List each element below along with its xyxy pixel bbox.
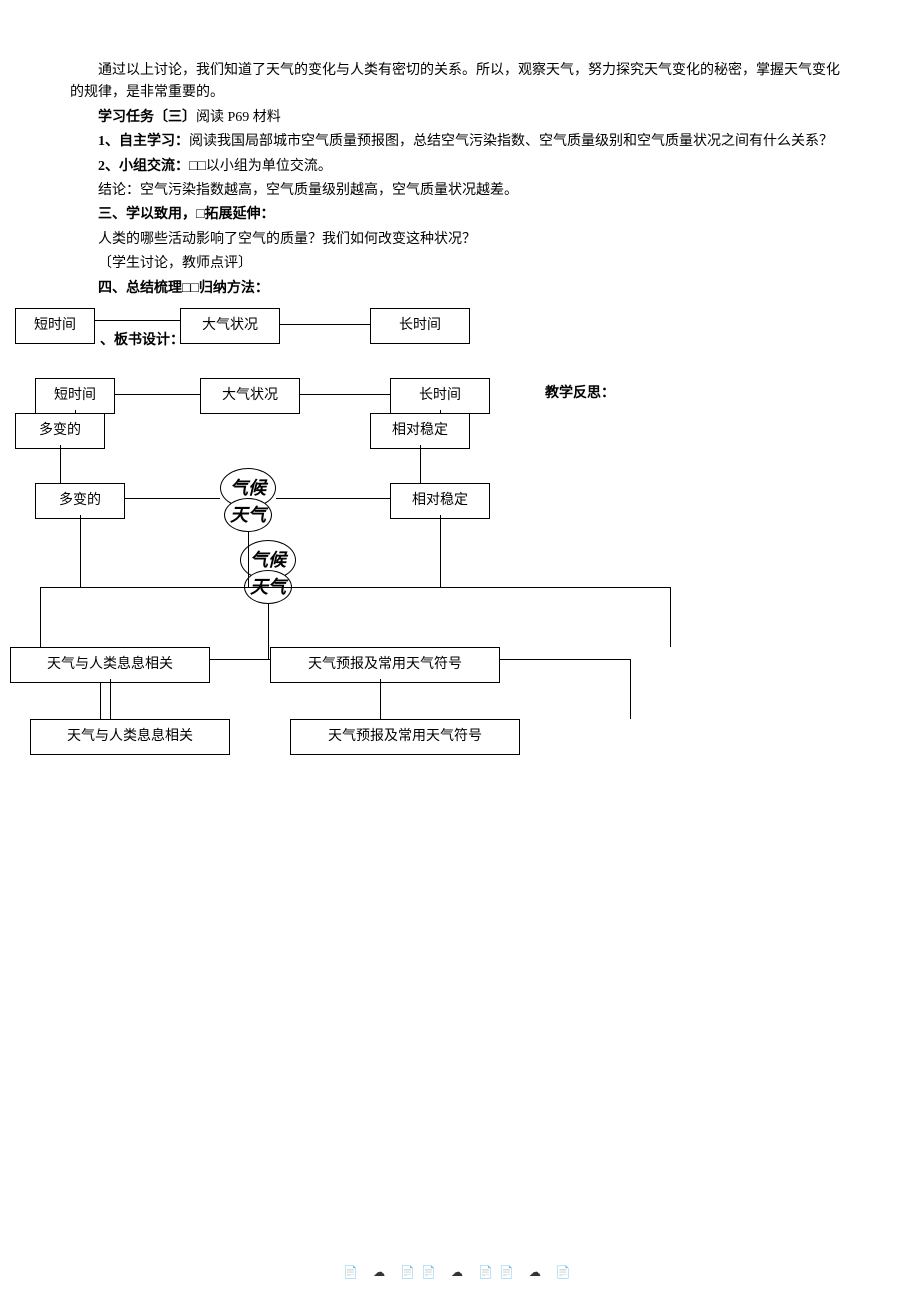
task3-line: 学习任务〔三〕阅读 P69 材料 bbox=[70, 107, 850, 129]
conclusion-line: 结论：空气污染指数越高，空气质量级别越高，空气质量状况越差。 bbox=[70, 180, 850, 202]
box-changeable-1: 多变的 bbox=[15, 413, 105, 449]
item2-label: 2、小组交流： bbox=[98, 159, 189, 174]
item1-text: 阅读我国局部城市空气质量预报图，总结空气污染指数、空气质量级别和空气质量状况之间… bbox=[189, 134, 833, 149]
board-design-label: 、板书设计： bbox=[100, 330, 184, 352]
section3-title: 三、学以致用，□拓展延伸： bbox=[70, 204, 850, 226]
task3-title: 学习任务〔三〕 bbox=[98, 110, 196, 125]
circle-weather-1: 天气 bbox=[224, 498, 272, 532]
section4-title: 四、总结梳理□□归纳方法： bbox=[70, 278, 850, 300]
task3-text: 阅读 P69 材料 bbox=[196, 110, 281, 125]
box-weather-forecast-1: 天气预报及常用天气符号 bbox=[270, 647, 500, 683]
item1-line: 1、自主学习：阅读我国局部城市空气质量预报图，总结空气污染指数、空气质量级别和空… bbox=[70, 131, 850, 153]
box-short-time-1: 短时间 bbox=[15, 308, 95, 344]
item2-line: 2、小组交流：□□以小组为单位交流。 bbox=[70, 156, 850, 178]
item1-label: 1、自主学习： bbox=[98, 134, 189, 149]
box-short-time-2: 短时间 bbox=[35, 378, 115, 414]
intro-paragraph: 通过以上讨论，我们知道了天气的变化与人类有密切的关系。所以，观察天气，努力探究天… bbox=[70, 60, 850, 105]
box-long-time-1: 长时间 bbox=[370, 308, 470, 344]
teaching-reflection-label: 教学反思： bbox=[545, 383, 615, 405]
question1: 人类的哪些活动影响了空气的质量？我们如何改变这种状况？ bbox=[70, 229, 850, 251]
box-changeable-2: 多变的 bbox=[35, 483, 125, 519]
item2-text: □□以小组为单位交流。 bbox=[189, 159, 332, 174]
box-atmosphere-1: 大气状况 bbox=[180, 308, 280, 344]
box-stable-1: 相对稳定 bbox=[370, 413, 470, 449]
question2: 〔学生讨论，教师点评〕 bbox=[70, 253, 850, 275]
box-long-time-2: 长时间 bbox=[390, 378, 490, 414]
box-weather-human-1: 天气与人类息息相关 bbox=[10, 647, 210, 683]
board-design-diagram: 短时间 大气状况 长时间 、板书设计： 短时间 大气状况 长时间 教学反思： 多… bbox=[70, 308, 870, 808]
page-footer: 📄 ☁ 📄📄 ☁ 📄📄 ☁ 📄 bbox=[0, 1263, 920, 1282]
box-weather-human-2: 天气与人类息息相关 bbox=[30, 719, 230, 755]
box-atmosphere-2: 大气状况 bbox=[200, 378, 300, 414]
box-weather-forecast-2: 天气预报及常用天气符号 bbox=[290, 719, 520, 755]
box-stable-2: 相对稳定 bbox=[390, 483, 490, 519]
